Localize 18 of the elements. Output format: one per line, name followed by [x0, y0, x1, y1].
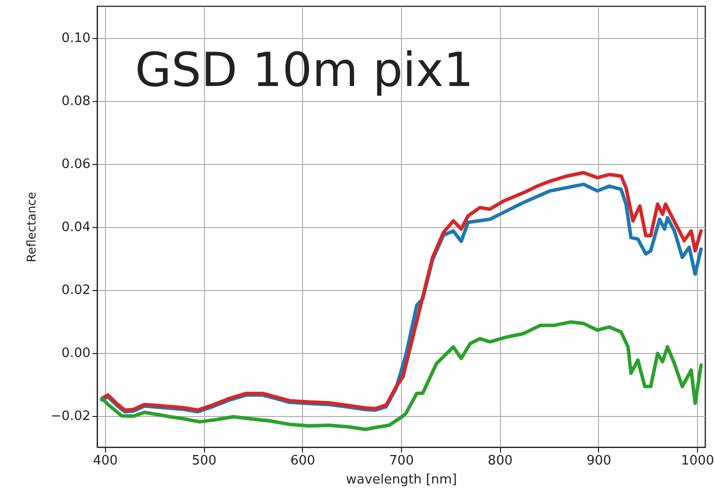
y-tick-label: 0.08 — [62, 94, 90, 109]
line-series — [100, 320, 703, 432]
x-tick-label: 500 — [192, 454, 217, 468]
x-tick-label: 700 — [389, 454, 414, 468]
x-tick-label: 400 — [92, 454, 118, 468]
x-tick-label: 900 — [586, 454, 612, 468]
y-tick-label: 0.02 — [62, 283, 90, 298]
x-tick-label: 600 — [290, 454, 316, 468]
x-tick-label: 1000 — [681, 454, 714, 468]
y-tick-label: 0.00 — [62, 346, 90, 361]
y-tick-label: 0.06 — [62, 157, 90, 172]
y-tick-label: 0.10 — [62, 31, 90, 46]
text: GSD 10m pix1 — [135, 43, 474, 98]
x-axis-title: wavelength [nm] — [346, 472, 457, 488]
y-axis-title: Reflectance — [24, 192, 39, 262]
y-tick-label: 0.04 — [62, 220, 90, 235]
x-tick-label: 800 — [488, 454, 513, 468]
y-tick-label: −0.02 — [50, 409, 90, 424]
